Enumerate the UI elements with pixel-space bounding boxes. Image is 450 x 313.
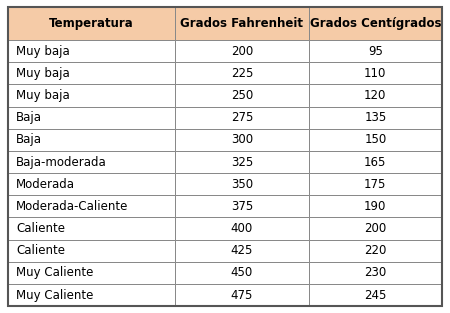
Text: Muy Caliente: Muy Caliente <box>16 289 94 301</box>
Text: Muy baja: Muy baja <box>16 89 70 102</box>
Text: 200: 200 <box>231 45 253 58</box>
Bar <box>8 262 175 284</box>
Bar <box>309 40 442 62</box>
Text: Moderada-Caliente: Moderada-Caliente <box>16 200 129 213</box>
Text: Baja-moderada: Baja-moderada <box>16 156 107 168</box>
Text: Grados Fahrenheit: Grados Fahrenheit <box>180 17 303 30</box>
Bar <box>8 40 175 62</box>
Bar <box>309 62 442 85</box>
Text: Temperatura: Temperatura <box>49 17 134 30</box>
Text: Muy Caliente: Muy Caliente <box>16 266 94 280</box>
Bar <box>309 240 442 262</box>
Bar <box>8 173 175 195</box>
Bar <box>309 129 442 151</box>
Bar <box>309 85 442 107</box>
Bar <box>309 284 442 306</box>
Text: 200: 200 <box>364 222 387 235</box>
Text: 135: 135 <box>364 111 387 124</box>
Bar <box>8 62 175 85</box>
Text: 95: 95 <box>368 45 383 58</box>
Text: Baja: Baja <box>16 133 42 146</box>
Bar <box>309 195 442 218</box>
Text: 350: 350 <box>231 178 253 191</box>
Bar <box>309 218 442 240</box>
Bar <box>175 195 309 218</box>
Text: Caliente: Caliente <box>16 244 65 257</box>
Text: 225: 225 <box>231 67 253 80</box>
Bar <box>175 129 309 151</box>
Bar <box>175 240 309 262</box>
Bar <box>309 7 442 40</box>
Bar <box>175 218 309 240</box>
Bar <box>8 240 175 262</box>
Bar <box>8 218 175 240</box>
Text: 450: 450 <box>231 266 253 280</box>
Text: Muy baja: Muy baja <box>16 45 70 58</box>
Text: 220: 220 <box>364 244 387 257</box>
Text: 300: 300 <box>231 133 253 146</box>
Text: 250: 250 <box>231 89 253 102</box>
Text: 400: 400 <box>231 222 253 235</box>
Bar <box>8 107 175 129</box>
Bar <box>175 85 309 107</box>
Bar <box>175 173 309 195</box>
Bar <box>175 62 309 85</box>
Text: 230: 230 <box>364 266 387 280</box>
Bar <box>175 151 309 173</box>
Bar <box>8 85 175 107</box>
Text: Grados Centígrados: Grados Centígrados <box>310 17 441 30</box>
Bar <box>8 284 175 306</box>
Text: 150: 150 <box>364 133 387 146</box>
Bar <box>8 129 175 151</box>
Bar <box>175 40 309 62</box>
Text: Baja: Baja <box>16 111 42 124</box>
Bar <box>8 195 175 218</box>
Bar <box>8 151 175 173</box>
Text: Caliente: Caliente <box>16 222 65 235</box>
Text: 245: 245 <box>364 289 387 301</box>
Bar <box>175 284 309 306</box>
Bar <box>175 7 309 40</box>
Text: 120: 120 <box>364 89 387 102</box>
Text: 110: 110 <box>364 67 387 80</box>
Bar <box>175 262 309 284</box>
Bar <box>309 173 442 195</box>
Text: 375: 375 <box>231 200 253 213</box>
Bar <box>175 107 309 129</box>
Text: Muy baja: Muy baja <box>16 67 70 80</box>
Text: 325: 325 <box>231 156 253 168</box>
Text: 190: 190 <box>364 200 387 213</box>
Bar <box>309 262 442 284</box>
Text: 275: 275 <box>231 111 253 124</box>
Bar <box>309 107 442 129</box>
Bar <box>309 151 442 173</box>
Text: Moderada: Moderada <box>16 178 75 191</box>
Text: 425: 425 <box>231 244 253 257</box>
Text: 175: 175 <box>364 178 387 191</box>
Bar <box>8 7 175 40</box>
Text: 165: 165 <box>364 156 387 168</box>
Text: 475: 475 <box>231 289 253 301</box>
